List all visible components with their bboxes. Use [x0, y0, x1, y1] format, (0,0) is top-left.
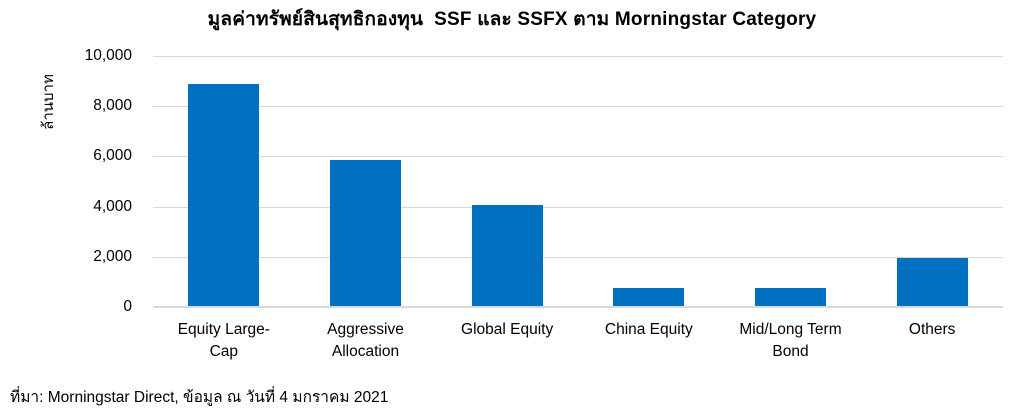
- gridline: [153, 56, 1003, 57]
- y-tick-label: 8,000: [93, 97, 132, 115]
- gridline: [153, 256, 1003, 258]
- gridline: [153, 156, 1003, 158]
- x-category-label: Others: [908, 321, 956, 338]
- bar-global-equity: [471, 204, 543, 307]
- x-category-label: Global Equity: [461, 321, 554, 338]
- bar-aggressive-allocation: [330, 160, 401, 307]
- y-tick-label: 10,000: [84, 47, 132, 64]
- x-category-label: Equity Large- Cap: [177, 321, 270, 360]
- x-axis-line: [153, 306, 1003, 308]
- plot-area: [153, 56, 1003, 307]
- gridline: [153, 106, 1003, 108]
- bar-china-equity: [613, 288, 685, 307]
- y-tick-label: 4,000: [93, 197, 132, 215]
- source-note: ที่มา: Morningstar Direct, ข้อมูล ณ วันท…: [10, 389, 389, 406]
- x-category-label: Mid/Long Term Bond: [739, 321, 842, 360]
- bar-others: [896, 258, 968, 307]
- y-tick-label: 2,000: [93, 247, 132, 265]
- bar-equity-large-cap: [188, 83, 260, 307]
- gridline: [153, 206, 1003, 208]
- bar-mid-long-term-bond: [755, 288, 826, 307]
- y-tick-label: 6,000: [93, 147, 132, 165]
- chart-title: มูลค่าทรัพย์สินสุทธิกองทุน SSF และ SSFX …: [207, 9, 817, 30]
- y-tick-label: 0: [123, 298, 132, 315]
- x-category-label: Aggressive Allocation: [327, 321, 404, 360]
- x-category-label: China Equity: [604, 321, 693, 338]
